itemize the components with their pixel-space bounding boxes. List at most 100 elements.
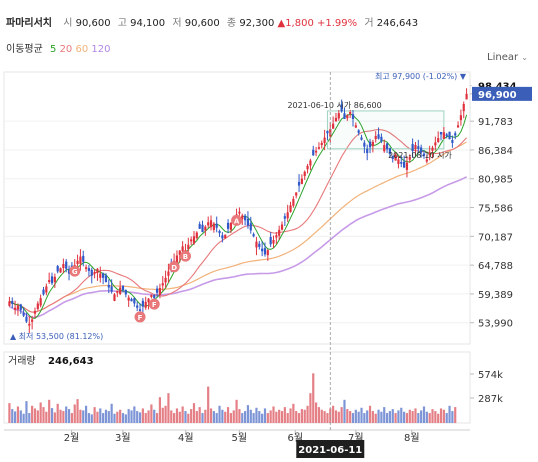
volume-bar: [45, 411, 48, 423]
ma120-legend[interactable]: 120: [91, 44, 111, 55]
quote-header: 파마리서치 시 90,600 고 94,100 저 90,600 종 92,30…: [6, 14, 418, 29]
y-tick-label: 59,389: [478, 290, 513, 301]
volume-bar: [65, 406, 68, 423]
volume-bar: [434, 411, 437, 423]
volume-bar: [184, 411, 187, 423]
ma5-legend[interactable]: 5: [50, 44, 57, 55]
volume-bar: [224, 411, 227, 423]
volume-bar: [326, 413, 329, 423]
volume-bar: [204, 409, 207, 423]
candle-body: [391, 155, 394, 159]
candle-body: [116, 290, 119, 293]
volume-bar: [400, 407, 403, 423]
candle-body: [153, 294, 156, 299]
volume-bar: [82, 410, 85, 423]
candle-body: [371, 141, 374, 147]
candle-body: [84, 267, 88, 269]
ma120-line: [9, 176, 467, 319]
stock-name: 파마리서치: [6, 18, 52, 29]
event-marker: [134, 311, 146, 323]
range-bottom-label: 2021-08-10 시가: [388, 151, 452, 160]
candle-body: [141, 300, 144, 307]
volume-bar: [144, 413, 147, 423]
volume-bar: [59, 409, 62, 423]
scale-mode-toggle[interactable]: Linear ⌄: [487, 52, 528, 63]
ma-label: 이동평균: [6, 44, 43, 55]
volume-bar: [422, 406, 426, 423]
volume-bar: [374, 413, 377, 423]
candle-body: [224, 234, 227, 239]
candle-body: [87, 268, 91, 271]
close-label: 종: [226, 18, 237, 29]
event-marker: [148, 298, 160, 310]
open-label: 시: [63, 18, 73, 29]
volume-bar: [16, 406, 20, 423]
volume-bar: [292, 403, 295, 423]
volume-bar: [317, 407, 321, 423]
ma60-legend[interactable]: 60: [75, 44, 89, 55]
candle-body: [326, 130, 329, 134]
candle-body: [445, 134, 448, 136]
candle-body: [229, 222, 233, 230]
volume-bar: [158, 397, 162, 423]
candle-body: [269, 237, 272, 245]
high-label: 고: [117, 18, 127, 29]
x-tick-label: 4월: [178, 432, 194, 444]
moving-average-legend: 이동평균 5 20 60 120: [6, 40, 111, 55]
volume-bar: [187, 413, 190, 423]
candle-body: [380, 136, 383, 142]
candle-body: [99, 273, 102, 278]
candle-body: [207, 222, 210, 226]
volume-bar: [50, 408, 54, 423]
low-label: 저: [172, 18, 182, 29]
volume-bar: [437, 413, 440, 423]
ma20-legend[interactable]: 20: [59, 44, 73, 55]
candle-body: [178, 250, 181, 255]
volume-bar: [391, 409, 394, 423]
volume-bar: [420, 410, 423, 423]
volume-bar: [130, 410, 133, 423]
event-marker-label: B: [183, 253, 188, 261]
volume-bar: [190, 409, 193, 423]
candle-body: [113, 294, 116, 301]
candle-body: [422, 153, 426, 156]
volume-bar: [349, 411, 352, 423]
volume-bar: [383, 407, 386, 423]
candle-body: [272, 240, 275, 244]
volume-bar: [445, 413, 448, 423]
y-tick-label: 75,586: [478, 204, 513, 215]
volume-bar: [451, 411, 454, 423]
volume-bar: [397, 410, 400, 423]
volume-bar: [314, 402, 318, 423]
candle-body: [175, 255, 179, 263]
volume-bar: [283, 407, 286, 423]
candle-body: [19, 304, 22, 310]
scale-mode-label: Linear: [487, 52, 519, 63]
chevron-down-icon: ⌄: [521, 53, 528, 62]
volume-bar: [354, 409, 357, 423]
candle-body: [397, 159, 400, 164]
candle-body: [258, 243, 261, 247]
change-pct: +1.99%: [317, 18, 358, 29]
candle-body: [357, 130, 360, 133]
volume-bar: [99, 408, 102, 423]
event-marker: [179, 250, 191, 262]
candle-body: [249, 223, 252, 231]
volume-bar: [87, 413, 91, 423]
candle-body: [451, 140, 454, 143]
candle-body: [215, 223, 218, 228]
candle-body: [332, 123, 335, 129]
volume-bar: [104, 409, 108, 423]
ma20-line: [9, 129, 468, 313]
y-tick-label: 70,187: [478, 232, 513, 243]
candle-body: [283, 216, 286, 219]
volume-bar: [11, 409, 14, 423]
volume-bar: [266, 413, 269, 423]
candle-body: [45, 286, 48, 293]
candle-body: [167, 271, 170, 276]
candle-body: [13, 307, 17, 310]
event-marker: [231, 214, 243, 226]
volume-tick-label: 287k: [478, 394, 503, 405]
volume-bar: [278, 409, 281, 423]
